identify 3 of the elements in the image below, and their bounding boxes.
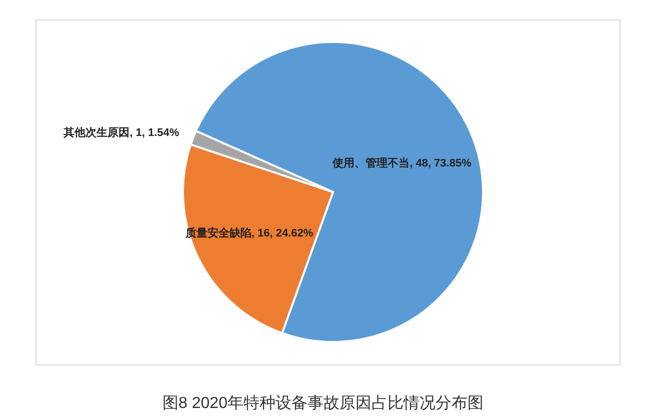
slice-label: 其他次生原因, 1, 1.54%: [62, 126, 180, 140]
text: 图8 2020年特种设备事故原因占比情况分布图: [162, 394, 484, 412]
slice-label: 使用、管理不当, 48, 73.85%: [332, 156, 472, 170]
